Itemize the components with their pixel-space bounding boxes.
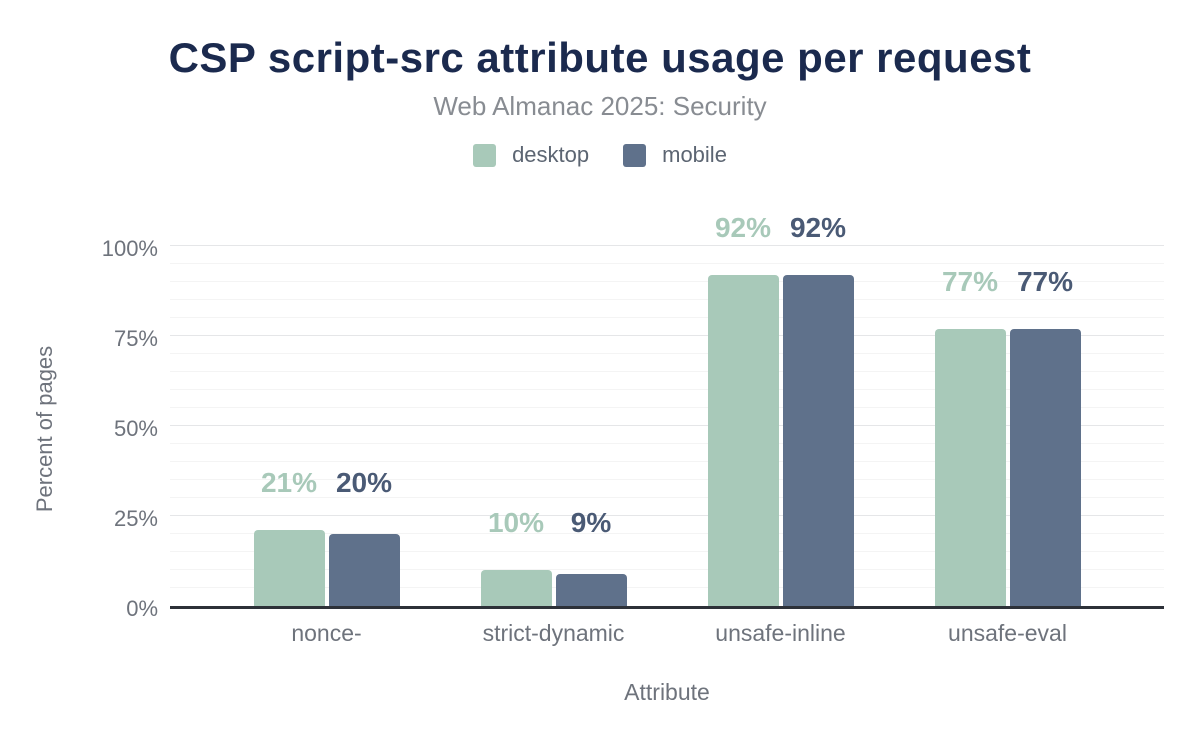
gridline-minor	[170, 479, 1164, 480]
legend-item-mobile[interactable]: mobile	[623, 142, 727, 168]
gridline-major	[170, 245, 1164, 246]
y-axis-ticks: 0% 25% 50% 75% 100%	[60, 236, 158, 621]
bar-value-label-mobile-unsafe-eval: 77%	[1016, 265, 1074, 297]
bar-group-nonce-: 21% 20% nonce-	[213, 249, 440, 646]
bar-value-label-desktop-unsafe-inline: 92%	[714, 211, 772, 243]
gridline-minor	[170, 569, 1164, 570]
x-tick-label-nonce-: nonce-	[291, 620, 362, 646]
bar-mobile-unsafe-eval[interactable]	[1009, 328, 1081, 606]
bar-group-unsafe-eval: 77% 77% unsafe-eval	[894, 249, 1121, 646]
y-tick-label: 100%	[101, 236, 158, 261]
bar-desktop-strict-dynamic[interactable]	[480, 570, 552, 606]
bar-mobile-nonce-[interactable]	[328, 534, 400, 606]
gridline-minor	[170, 263, 1164, 264]
bar-desktop-nonce-[interactable]	[253, 530, 325, 606]
y-axis-title: Percent of pages	[32, 345, 57, 513]
bar-group-unsafe-inline: 92% 92% unsafe-inline	[667, 212, 894, 646]
bars	[894, 249, 1121, 606]
legend: desktop mobile	[0, 142, 1200, 168]
gridline-major	[170, 515, 1164, 516]
chart-title: CSP script-src attribute usage per reque…	[168, 34, 1032, 81]
gridline-minor	[170, 587, 1164, 588]
gridline-minor	[170, 281, 1164, 282]
gridline-minor	[170, 533, 1164, 534]
bar-value-label-mobile-nonce-: 20%	[335, 467, 393, 499]
x-tick-label-strict-dynamic: strict-dynamic	[482, 620, 625, 646]
y-tick-label: 50%	[113, 416, 158, 441]
gridline-minor	[170, 407, 1164, 408]
legend-label: desktop	[512, 142, 590, 167]
plot-area: 21% 20% nonce- 10% 9% strict-dynamic 92% 92% uns…	[170, 212, 1164, 646]
chart-subtitle: Web Almanac 2025: Security	[433, 91, 767, 121]
y-tick-label: 0%	[126, 596, 158, 621]
gridline-minor	[170, 443, 1164, 444]
legend-label: mobile	[662, 142, 727, 167]
bar-mobile-strict-dynamic[interactable]	[555, 573, 627, 606]
gridline-minor	[170, 371, 1164, 372]
bar-desktop-unsafe-eval[interactable]	[934, 328, 1006, 606]
bar-value-label-desktop-unsafe-eval: 77%	[941, 265, 999, 297]
bar-value-label-desktop-strict-dynamic: 10%	[487, 507, 545, 538]
bar-value-label-mobile-strict-dynamic: 9%	[570, 507, 612, 538]
y-tick-label: 25%	[113, 506, 158, 531]
legend-swatch-icon	[623, 143, 647, 167]
bar-value-label-desktop-nonce-: 21%	[260, 467, 318, 499]
gridline-minor	[170, 317, 1164, 318]
gridline-minor	[170, 497, 1164, 498]
bar-desktop-unsafe-inline[interactable]	[707, 274, 779, 606]
gridline-major	[170, 335, 1164, 336]
legend-swatch-icon	[473, 143, 497, 167]
gridline-minor	[170, 299, 1164, 300]
bars	[440, 249, 667, 606]
gridline-minor	[170, 551, 1164, 552]
bar-group-strict-dynamic: 10% 9% strict-dynamic	[440, 249, 667, 646]
bar-value-label-mobile-unsafe-inline: 92%	[789, 211, 847, 243]
gridline-major	[170, 425, 1164, 426]
bars	[667, 249, 894, 606]
x-axis-title: Attribute	[624, 679, 710, 705]
bar-groups: 21% 20% nonce- 10% 9% strict-dynamic 92% 92% uns…	[170, 212, 1164, 646]
gridline-minor	[170, 389, 1164, 390]
bar-mobile-unsafe-inline[interactable]	[782, 274, 854, 606]
legend-item-desktop[interactable]: desktop	[473, 142, 589, 168]
x-tick-label-unsafe-inline: unsafe-inline	[715, 620, 846, 646]
y-tick-label: 75%	[113, 326, 158, 351]
bars	[213, 249, 440, 606]
gridline-minor	[170, 353, 1164, 354]
gridline-minor	[170, 461, 1164, 462]
x-tick-label-unsafe-eval: unsafe-eval	[948, 620, 1067, 646]
